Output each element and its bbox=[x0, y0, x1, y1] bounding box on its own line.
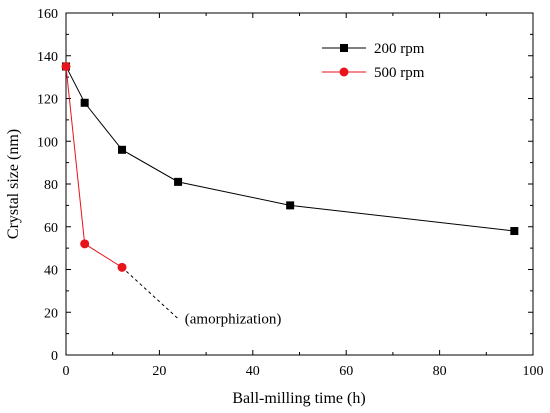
y-tick-label: 40 bbox=[44, 264, 58, 279]
series-line-2 bbox=[65, 66, 123, 268]
data-point-square bbox=[510, 227, 519, 236]
x-tick-label: 0 bbox=[63, 364, 70, 379]
y-tick-label: 120 bbox=[37, 93, 58, 108]
data-point-square bbox=[80, 98, 89, 107]
annotations: (amorphization) bbox=[185, 312, 282, 328]
data-point-square bbox=[286, 201, 295, 210]
y-tick-label: 140 bbox=[37, 50, 58, 65]
annotation-label: (amorphization) bbox=[185, 312, 282, 328]
y-tick-label: 100 bbox=[37, 135, 58, 150]
y-tick-label: 160 bbox=[37, 7, 58, 22]
legend: 200 rpm 500 rpm bbox=[322, 41, 425, 81]
x-axis-title: Ball-milling time (h) bbox=[232, 390, 365, 407]
y-tick-label: 0 bbox=[51, 349, 58, 364]
series-lines bbox=[65, 66, 515, 320]
x-tick-label: 40 bbox=[246, 364, 260, 379]
plot-frame bbox=[65, 12, 534, 356]
series-line-1 bbox=[65, 66, 515, 232]
axis-tick-labels: 0 20 40 60 80 100 0 20 40 60 80 100 120 140 160 bbox=[37, 7, 544, 379]
y-tick-label: 80 bbox=[44, 178, 58, 193]
legend-label: 500 rpm bbox=[374, 65, 425, 81]
extrapolation-line bbox=[121, 266, 179, 320]
data-point-square bbox=[174, 177, 183, 186]
x-tick-label: 80 bbox=[433, 364, 447, 379]
legend-label: 200 rpm bbox=[374, 41, 425, 57]
data-point-circle bbox=[80, 239, 90, 249]
data-point-circle bbox=[61, 61, 71, 71]
x-tick-label: 60 bbox=[339, 364, 353, 379]
y-tick-label: 20 bbox=[44, 306, 58, 321]
series-markers bbox=[61, 61, 519, 272]
data-point-square bbox=[118, 145, 127, 154]
y-tick-label: 60 bbox=[44, 221, 58, 236]
data-point-circle bbox=[117, 262, 127, 272]
legend-marker-circle bbox=[339, 67, 349, 77]
y-axis-title: Crystal size (nm) bbox=[5, 129, 22, 239]
axis-ticks bbox=[65, 12, 534, 356]
legend-marker-square bbox=[340, 44, 348, 52]
x-tick-label: 100 bbox=[523, 364, 544, 379]
x-tick-label: 20 bbox=[152, 364, 166, 379]
